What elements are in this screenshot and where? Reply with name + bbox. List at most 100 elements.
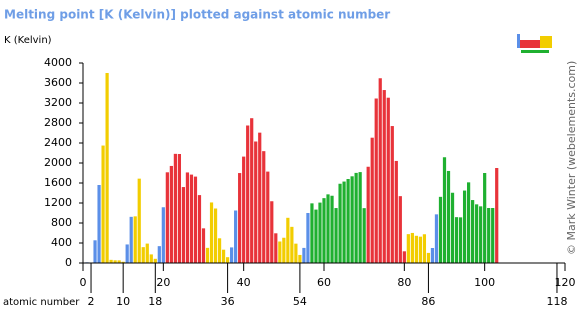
bar	[330, 195, 334, 263]
x-tick-label: 100	[474, 276, 495, 289]
x-tick-label: 0	[80, 276, 87, 289]
bar	[426, 252, 431, 263]
bar	[117, 260, 121, 263]
bar	[242, 156, 246, 263]
x-tick-label: 40	[237, 276, 251, 289]
y-tick-label: 3200	[44, 96, 72, 109]
bar	[378, 78, 382, 263]
bar	[479, 206, 483, 263]
bar	[209, 202, 214, 263]
bar	[450, 192, 455, 263]
bar	[334, 208, 338, 263]
bar	[414, 235, 418, 263]
bar	[462, 190, 467, 263]
bar	[398, 196, 402, 263]
bar	[105, 73, 109, 263]
bar	[274, 233, 278, 263]
x-tick-label-secondary: 18	[148, 295, 162, 308]
bar	[137, 178, 141, 263]
bar	[350, 176, 354, 263]
icon-s	[517, 34, 520, 48]
bar	[93, 240, 97, 263]
bar	[322, 198, 326, 263]
icon-f	[521, 50, 549, 53]
bar	[101, 145, 105, 263]
bar	[193, 176, 198, 263]
bar	[149, 254, 153, 263]
bar	[145, 243, 149, 263]
icon-p	[540, 36, 552, 48]
bar	[157, 246, 161, 263]
bar	[286, 217, 290, 263]
bar	[262, 151, 266, 263]
bar	[230, 247, 234, 263]
x-tick-label-secondary: 86	[421, 295, 435, 308]
bar	[362, 208, 366, 263]
x-tick-label: 120	[555, 276, 576, 289]
bar	[201, 228, 206, 263]
icon-d	[520, 40, 540, 48]
bar	[430, 248, 435, 263]
bar	[221, 249, 226, 263]
y-tick-label: 2800	[44, 116, 72, 129]
bar	[454, 217, 459, 263]
bar	[125, 244, 129, 263]
bar	[294, 243, 298, 263]
x-tick-label-secondary: 10	[116, 295, 130, 308]
bar	[185, 172, 190, 263]
bar	[358, 172, 362, 263]
bar	[354, 172, 358, 263]
bar	[338, 183, 342, 263]
bar	[370, 137, 374, 263]
bar	[406, 234, 410, 263]
bar	[483, 173, 487, 263]
y-tick-label: 800	[51, 216, 72, 229]
x-tick-label: 60	[317, 276, 331, 289]
bar	[346, 179, 350, 263]
bar	[471, 200, 475, 263]
y-tick-label: 4000	[44, 56, 72, 69]
bar	[298, 254, 302, 263]
bar	[318, 202, 322, 263]
y-tick-label: 3600	[44, 76, 72, 89]
bar	[205, 247, 210, 263]
bar	[487, 208, 491, 263]
bar	[282, 237, 286, 263]
bar	[225, 257, 230, 263]
y-tick-label: 1200	[44, 196, 72, 209]
bar	[394, 160, 398, 263]
bar	[173, 153, 177, 263]
bar	[382, 90, 386, 263]
bar	[234, 210, 238, 263]
x-tick-label: 20	[156, 276, 170, 289]
bar	[342, 181, 346, 263]
bar	[495, 168, 499, 263]
y-tick-label: 2000	[44, 156, 72, 169]
bar	[109, 259, 113, 263]
bar	[141, 247, 145, 263]
x-tick-label-secondary: 118	[546, 295, 567, 308]
bar	[278, 241, 282, 263]
bar	[302, 247, 306, 263]
bar	[491, 208, 495, 263]
bar	[386, 97, 390, 263]
bar	[434, 214, 439, 263]
periodic-icon	[517, 34, 552, 53]
bar	[177, 154, 182, 263]
bar	[165, 172, 169, 263]
bar	[181, 187, 186, 263]
y-tick-label: 0	[65, 256, 72, 269]
bar	[326, 194, 330, 263]
x-tick-label-secondary: 36	[221, 295, 235, 308]
bar	[97, 185, 101, 263]
bar	[246, 125, 250, 263]
credit: © Mark Winter (webelements.com)	[565, 61, 578, 255]
bar	[197, 195, 202, 263]
x-tick-label-secondary: 2	[88, 295, 95, 308]
bar	[390, 126, 394, 263]
bar	[238, 173, 242, 263]
y-tick-label: 2400	[44, 136, 72, 149]
bar	[306, 213, 310, 263]
bar	[161, 207, 165, 263]
